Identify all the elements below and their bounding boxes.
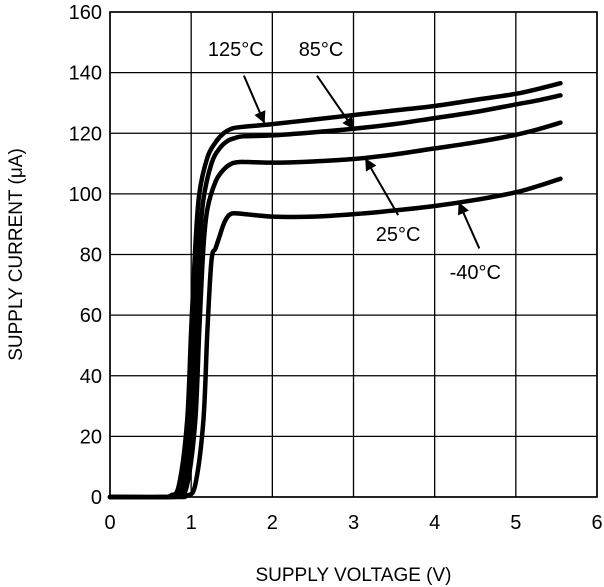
y-tick-label: 100 xyxy=(69,184,102,206)
annotation-arrow xyxy=(458,202,481,249)
x-tick-label: 6 xyxy=(591,512,602,534)
y-axis-title: SUPPLY CURRENT (μA) xyxy=(6,148,27,361)
y-tick-label: 0 xyxy=(91,487,102,509)
series-line-25c xyxy=(107,120,563,500)
x-tick-label: 3 xyxy=(348,512,359,534)
y-tick-label: 160 xyxy=(69,2,102,24)
x-axis-title: SUPPLY VOLTAGE (V) xyxy=(255,565,451,586)
y-tick-label: 40 xyxy=(80,366,102,388)
x-axis-ticks: 0 1 2 3 4 5 6 xyxy=(104,512,602,534)
series-line-85c xyxy=(107,93,563,500)
series-line-minus40c xyxy=(107,176,563,500)
series-line-125c xyxy=(107,80,563,500)
data-curves xyxy=(107,80,563,500)
series-annotations: 125°C 85°C 25°C -40°C xyxy=(208,39,501,284)
y-tick-label: 80 xyxy=(80,245,102,267)
annotation-arrow xyxy=(243,75,266,124)
y-tick-label: 140 xyxy=(69,63,102,85)
x-tick-label: 2 xyxy=(267,512,278,534)
annotation-label: 125°C xyxy=(208,39,264,61)
x-tick-label: 4 xyxy=(429,512,440,534)
x-tick-label: 5 xyxy=(510,512,521,534)
annotation-label: -40°C xyxy=(450,262,501,284)
plot-border xyxy=(109,11,598,498)
y-tick-label: 60 xyxy=(80,305,102,327)
grid-lines xyxy=(109,11,598,498)
y-tick-label: 120 xyxy=(69,123,102,145)
annotation-label: 85°C xyxy=(299,39,344,61)
annotation-arrow xyxy=(364,158,400,216)
x-tick-label: 1 xyxy=(186,512,197,534)
annotation-arrow xyxy=(316,75,355,130)
annotation-label: 25°C xyxy=(376,224,421,246)
y-tick-label: 20 xyxy=(80,426,102,448)
y-axis-ticks: 0 20 40 60 80 100 120 140 160 xyxy=(69,2,102,509)
plot-frame xyxy=(109,11,598,498)
x-tick-label: 0 xyxy=(104,512,115,534)
